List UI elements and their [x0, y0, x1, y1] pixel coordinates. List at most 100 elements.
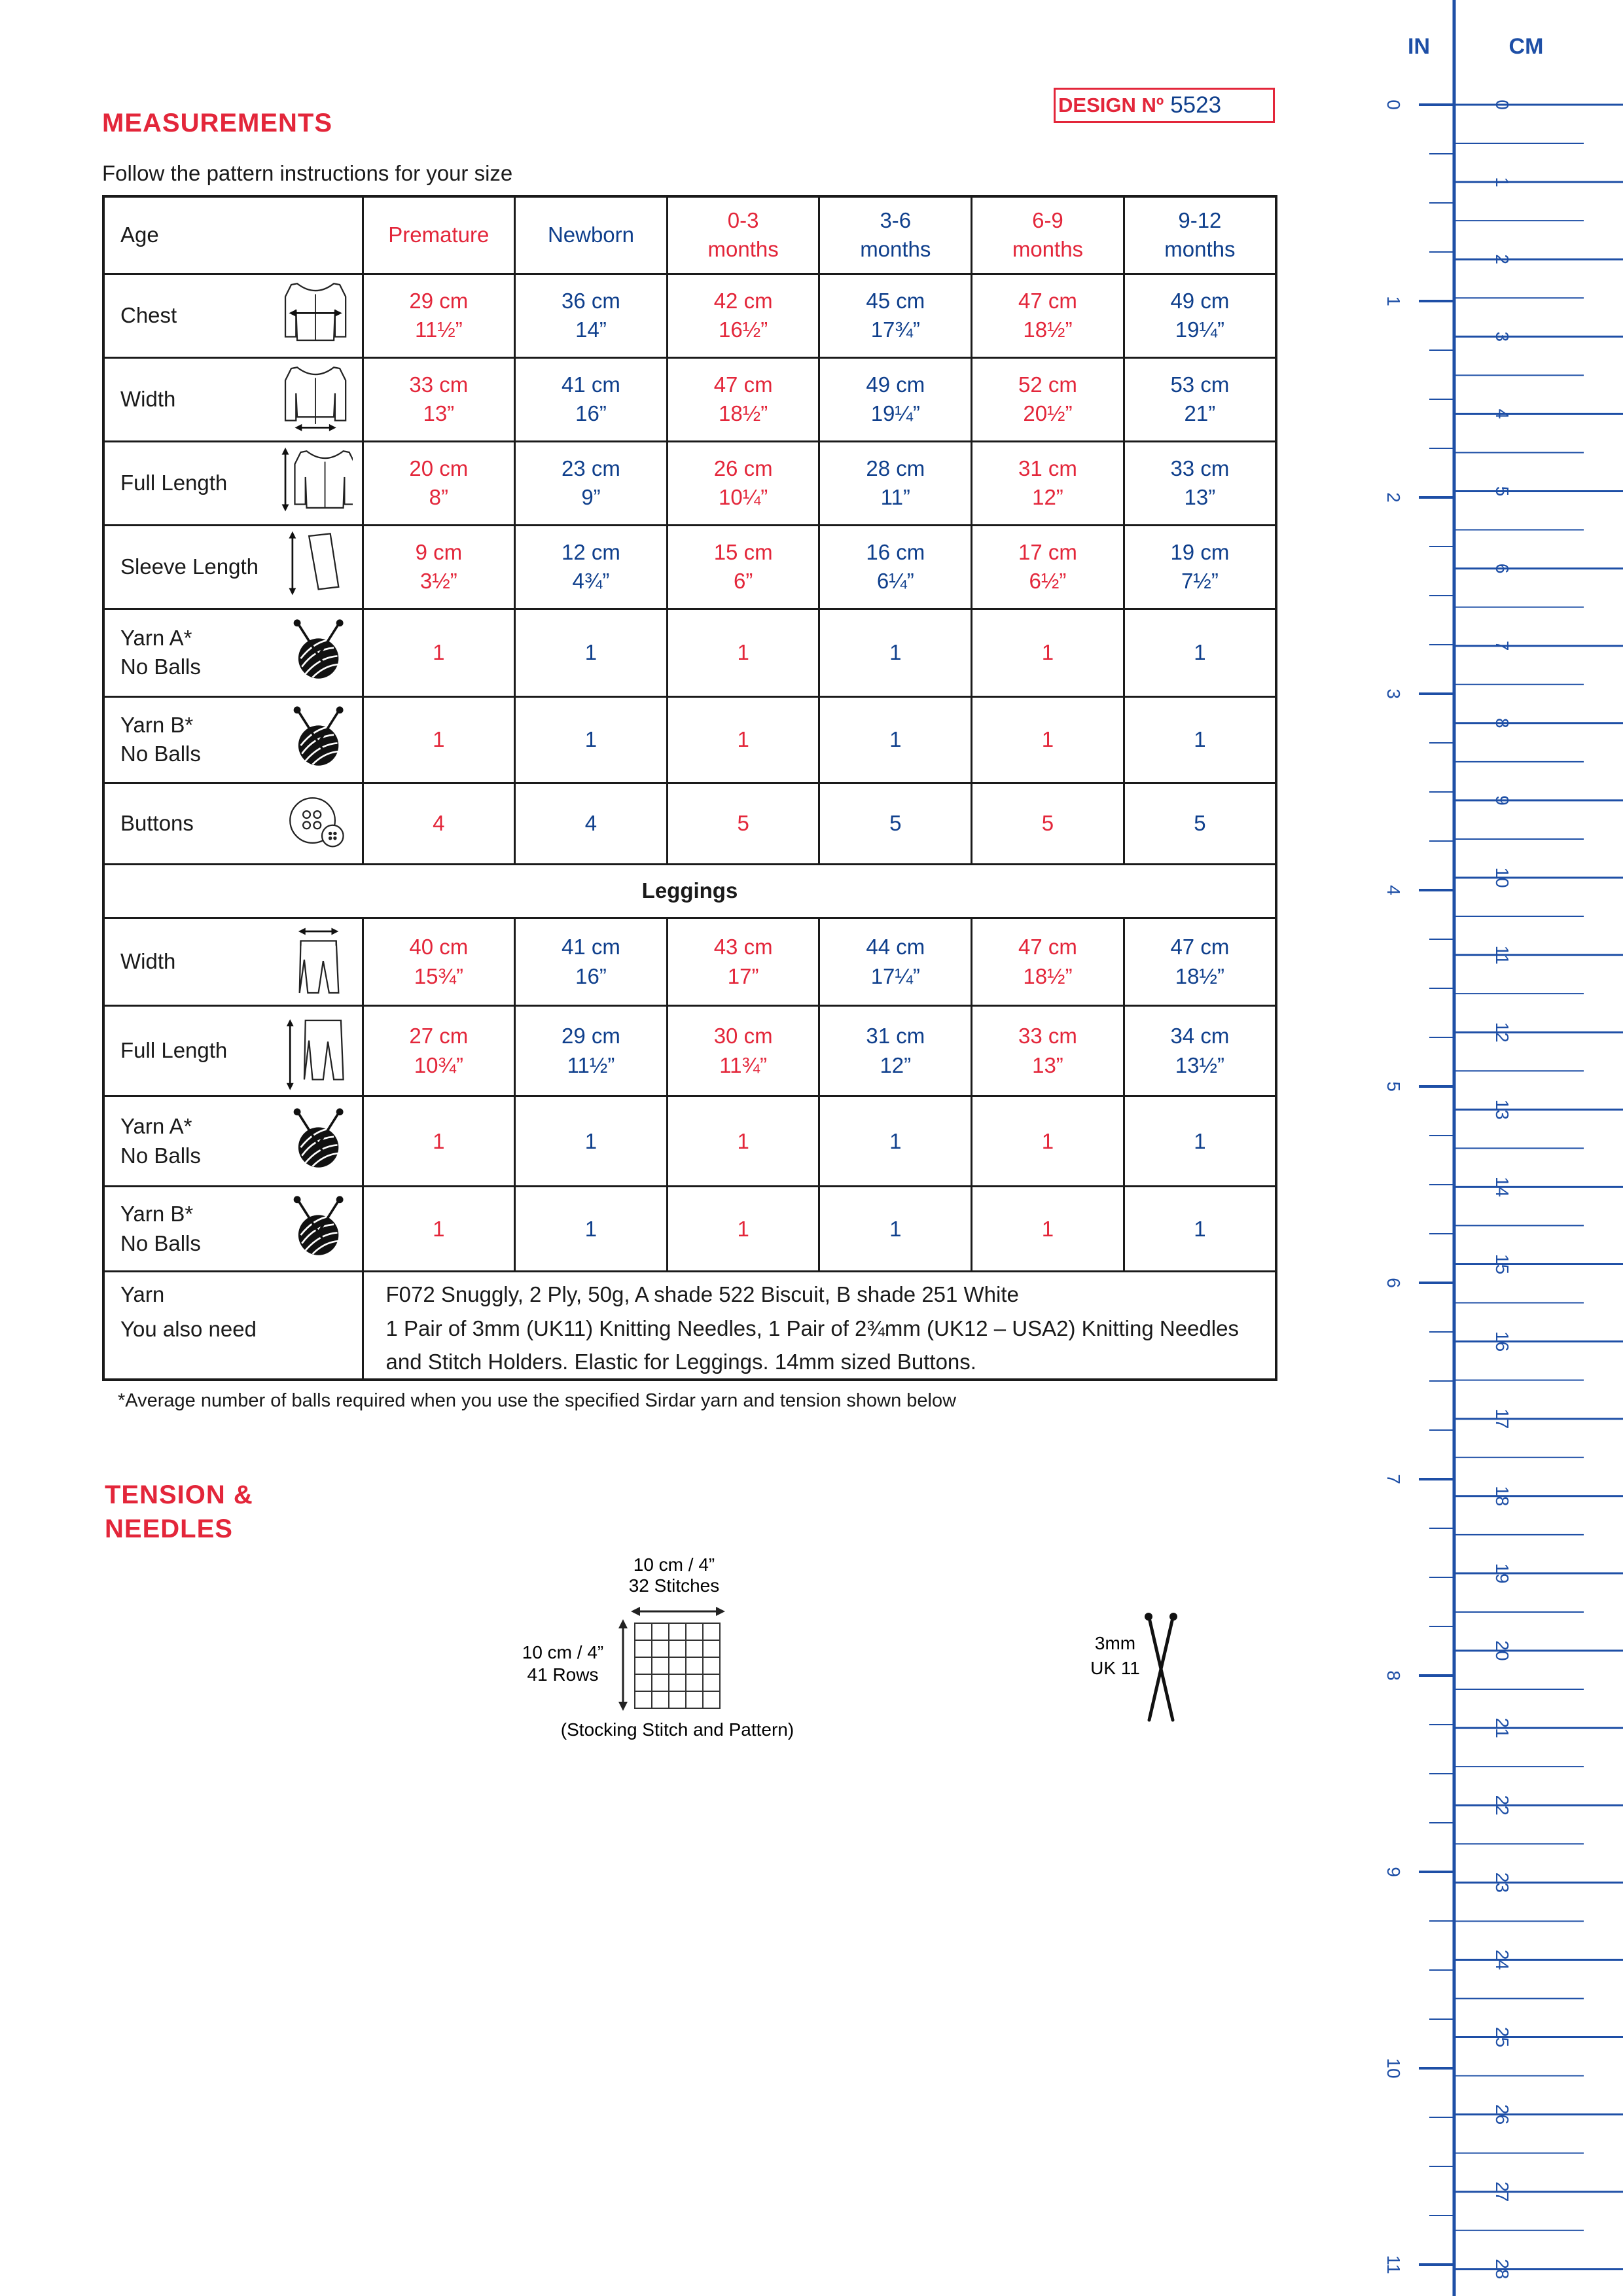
row-label-line1: Full Length — [120, 470, 228, 495]
cell-value-cm: 1 — [1194, 1216, 1206, 1241]
leggings-length-icon — [286, 1018, 344, 1090]
leggings-section-row: Leggings — [102, 863, 1277, 920]
row-label: Chest — [102, 272, 364, 359]
cell-value-cm: 52 cm — [1018, 372, 1077, 397]
cell-value-cm: 5 — [1194, 811, 1206, 836]
cm-number: 25 — [1492, 2027, 1512, 2047]
cell-value-cm: 12 cm — [562, 539, 620, 564]
cell-value-cm: 30 cm — [713, 1024, 773, 1049]
yarn-ball-icon — [293, 1196, 344, 1255]
cm-number: 11 — [1492, 946, 1512, 965]
tension-stitches-label: 32 Stitches — [629, 1575, 720, 1596]
cm-number: 28 — [1492, 2259, 1512, 2279]
cm-number: 15 — [1492, 1254, 1512, 1274]
table-cell: 41 cm 16” — [514, 917, 668, 1007]
cell-value-cm: 44 cm — [866, 935, 925, 960]
size-header-row: Age Premature Newborn 0-3 months 3-6 months 6-9… — [102, 195, 1277, 275]
inch-number: 3 — [1383, 689, 1404, 699]
tension-width-label: 10 cm / 4” — [633, 1554, 715, 1575]
cm-number: 10 — [1492, 867, 1512, 888]
cell-value-cm: 5 — [1041, 811, 1054, 836]
table-cell: 1 — [818, 1095, 973, 1188]
cell-value-cm: 23 cm — [562, 456, 620, 480]
cell-value-cm: 1 — [433, 1216, 445, 1241]
cm-number: 26 — [1492, 2104, 1512, 2125]
cell-value-cm: 34 cm — [1170, 1024, 1230, 1049]
row-label: Full Length — [102, 440, 364, 526]
tension-heading-line1: TENSION & — [105, 1480, 253, 1509]
table-cell: 1 — [361, 607, 516, 698]
cell-value-in: 12” — [880, 1052, 912, 1077]
cell-value-in: 18½” — [1023, 317, 1073, 342]
cell-value-cm: 47 cm — [1018, 935, 1077, 960]
table-cell: 1 — [818, 1185, 973, 1273]
cell-value-in: 16½” — [719, 317, 768, 342]
table-cell: 5 — [1122, 781, 1277, 866]
cell-value-in: 17¾” — [870, 317, 920, 342]
cell-value-in: 20½” — [1023, 401, 1073, 426]
cell-value-cm: 1 — [889, 640, 902, 665]
cell-value-cm: 5 — [889, 811, 902, 836]
inch-number: 1 — [1383, 296, 1404, 306]
cm-number: 18 — [1492, 1486, 1512, 1506]
table-cell: 41 cm 16” — [514, 356, 668, 442]
table-cell: 47 cm 18½” — [666, 356, 821, 442]
table-cell: 49 cm 19¼” — [818, 356, 973, 442]
table-cell: 29 cm 11½” — [361, 272, 516, 359]
row-label-line2: No Balls — [120, 655, 201, 679]
size-name: Premature — [388, 223, 490, 247]
cell-value-cm: 1 — [1041, 1216, 1054, 1241]
cell-value-in: 19¼” — [1175, 317, 1224, 342]
table-cell: 4 — [361, 781, 516, 866]
inch-number: 4 — [1383, 885, 1404, 895]
table-cell: 1 — [514, 607, 668, 698]
cm-number: 24 — [1492, 1950, 1512, 1970]
cell-value-cm: 1 — [737, 640, 749, 665]
cell-value-cm: 47 cm — [1018, 288, 1077, 313]
table-cell: 1 — [1122, 1095, 1277, 1188]
table-cell: 40 cm 15¾” — [361, 917, 516, 1007]
yarn-info-row: Yarn You also need F072 Snuggly, 2 Ply, 50… — [102, 1270, 1277, 1381]
table-cell: 29 cm 11½” — [514, 1005, 668, 1098]
table-cell: 23 cm 9” — [514, 440, 668, 526]
row-label: Full Length — [102, 1005, 364, 1098]
cell-value-cm: 31 cm — [866, 1024, 925, 1049]
cm-number: 5 — [1492, 486, 1512, 497]
row-label-line1: Sleeve Length — [120, 554, 259, 579]
cell-value-cm: 33 cm — [409, 372, 469, 397]
cell-value-in: 9” — [581, 485, 601, 510]
cell-value-in: 12” — [1032, 485, 1063, 510]
cell-value-in: 13” — [1032, 1052, 1063, 1077]
table-cell: 1 — [361, 695, 516, 784]
knitting-needles-icon — [1145, 1613, 1177, 1722]
cell-value-cm: 31 cm — [1018, 456, 1077, 480]
table-cell: 1 — [666, 1185, 821, 1273]
size-header: 6-9 months — [971, 195, 1125, 275]
cell-value-cm: 1 — [584, 1128, 597, 1153]
table-cell: 5 — [666, 781, 821, 866]
cell-value-in: 10¾” — [414, 1052, 463, 1077]
row-label-line1: Yarn A* — [120, 1114, 192, 1139]
table-cell: 9 cm 3½” — [361, 524, 516, 610]
design-number: 5523 — [1170, 92, 1222, 118]
table-row: Buttons 4 4 5 5 5 5 — [102, 781, 1277, 866]
size-header: Premature — [361, 195, 516, 275]
cm-number: 16 — [1492, 1331, 1512, 1352]
cell-value-cm: 1 — [889, 1128, 902, 1153]
cell-value-in: 18½” — [1175, 963, 1224, 988]
cell-value-cm: 41 cm — [562, 372, 620, 397]
tension-swatch-diagram: 10 cm / 4” 32 Stitches 10 cm / 4” 41 Row… — [522, 1554, 794, 1740]
cell-value-in: 6” — [733, 569, 753, 594]
table-cell: 36 cm 14” — [514, 272, 668, 359]
cell-value-in: 21” — [1184, 401, 1216, 426]
cm-number: 4 — [1492, 409, 1512, 420]
table-cell: 31 cm 12” — [818, 1005, 973, 1098]
tension-caption: (Stocking Stitch and Pattern) — [561, 1719, 794, 1740]
cm-number: 13 — [1492, 1100, 1512, 1120]
table-cell: 26 cm 10¼” — [666, 440, 821, 526]
table-row: Width 40 cm 15¾” 41 cm 16” 43 cm 17” 44 cm 17¼” 4… — [102, 917, 1277, 1007]
cm-number: 21 — [1492, 1718, 1512, 1738]
sleeve-length-icon — [288, 531, 340, 596]
cm-label: CM — [1509, 34, 1544, 59]
table-row: Yarn A* No Balls 1 1 1 1 1 1 — [102, 607, 1277, 698]
